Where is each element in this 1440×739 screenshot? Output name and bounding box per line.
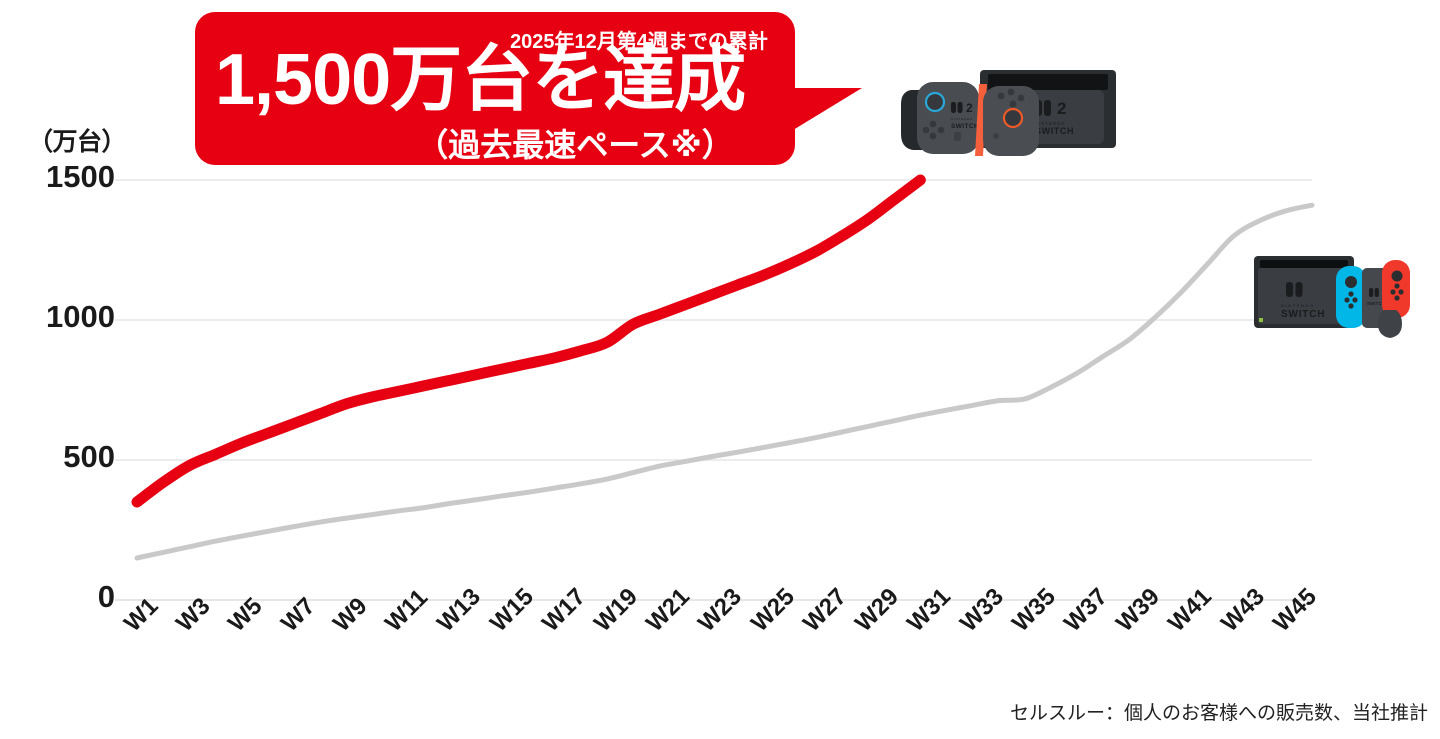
series-group <box>131 174 1315 561</box>
svg-text:2: 2 <box>966 101 973 115</box>
series-line-switch2 <box>131 174 926 508</box>
callout-bubble: 2025年12月第4週までの累計 1,500万台を達成 （過去最速ペース※） <box>195 12 795 165</box>
series-line-switch1 <box>134 202 1315 561</box>
svg-text:SWITCH: SWITCH <box>1367 301 1385 306</box>
y-axis-tick-label: 1500 <box>46 159 115 194</box>
y-axis-tick-label: 500 <box>63 439 115 474</box>
svg-text:NINTENDO: NINTENDO <box>1035 121 1066 126</box>
callout-note: （過去最速ペース※） <box>416 127 734 163</box>
y-axis-unit-label: （万台） <box>28 128 127 156</box>
svg-text:SWITCH: SWITCH <box>951 123 979 130</box>
footnote-text: セルスルー：個人のお客様への販売数、当社推計 <box>1009 703 1428 724</box>
y-axis-tick-label: 0 <box>97 579 115 614</box>
svg-text:SWITCH: SWITCH <box>1035 126 1074 136</box>
svg-text:SWITCH: SWITCH <box>1281 309 1325 320</box>
svg-text:2: 2 <box>1057 99 1066 118</box>
y-axis-tick-label: 1000 <box>46 299 115 334</box>
nintendo-switch-2-image: 2 NINTENDO SWITCH 2 NINTENDO SWITCH <box>901 70 1116 156</box>
callout-headline: 1,500万台を達成 <box>215 40 746 120</box>
callout-subtitle: 2025年12月第4週までの累計 <box>510 31 768 53</box>
nintendo-switch-image: NINTENDO SWITCH SWITCH <box>1254 256 1410 338</box>
gridlines <box>115 179 1312 601</box>
svg-text:NINTENDO: NINTENDO <box>951 117 973 121</box>
svg-text:NINTENDO: NINTENDO <box>1281 303 1315 308</box>
